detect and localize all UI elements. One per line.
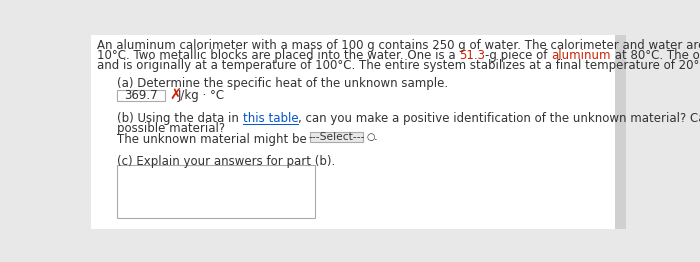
Text: 369.7: 369.7 — [124, 89, 158, 102]
FancyBboxPatch shape — [92, 35, 615, 229]
FancyBboxPatch shape — [615, 35, 626, 229]
Text: ○: ○ — [366, 132, 375, 142]
Text: ---Select---: ---Select--- — [309, 132, 365, 142]
Text: 51.3: 51.3 — [459, 49, 485, 62]
Text: (c) Explain your answers for part (b).: (c) Explain your answers for part (b). — [117, 155, 335, 168]
Text: (a) Determine the specific heat of the unknown sample.: (a) Determine the specific heat of the u… — [117, 77, 448, 90]
Text: The unknown material might be: The unknown material might be — [117, 133, 307, 146]
Text: .: . — [374, 130, 378, 143]
Text: this table: this table — [243, 112, 298, 125]
FancyBboxPatch shape — [117, 165, 314, 218]
Text: , can you make a positive identification of the unknown material? Can you identi: , can you make a positive identification… — [298, 112, 700, 125]
Text: and is originally at a temperature of 100°C. The entire system stabilizes at a f: and is originally at a temperature of 10… — [97, 59, 700, 72]
FancyBboxPatch shape — [117, 90, 165, 101]
Text: 10°C. Two metallic blocks are placed into the water. One is a: 10°C. Two metallic blocks are placed int… — [97, 49, 459, 62]
Text: (b) Using the data in: (b) Using the data in — [117, 112, 243, 125]
Text: J/kg · °C: J/kg · °C — [177, 89, 225, 102]
Text: possible material?: possible material? — [117, 122, 225, 135]
Text: ✗: ✗ — [169, 88, 181, 103]
Text: An aluminum calorimeter with a mass of 100 g contains 250 g of water. The calori: An aluminum calorimeter with a mass of 1… — [97, 39, 700, 52]
Text: at 80°C. The other has a mass of: at 80°C. The other has a mass of — [611, 49, 700, 62]
Text: aluminum: aluminum — [552, 49, 611, 62]
FancyBboxPatch shape — [310, 132, 363, 142]
Text: -g piece of: -g piece of — [485, 49, 552, 62]
